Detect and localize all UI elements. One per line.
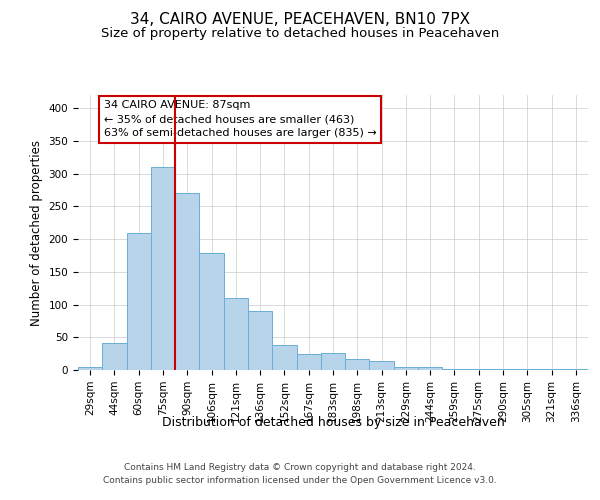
Bar — [345, 359, 370, 370]
Bar — [248, 311, 272, 370]
Bar — [199, 254, 224, 370]
Bar — [296, 354, 321, 370]
Bar — [370, 361, 394, 370]
Bar — [127, 232, 151, 370]
Bar — [102, 342, 127, 370]
Text: 34 CAIRO AVENUE: 87sqm
← 35% of detached houses are smaller (463)
63% of semi-de: 34 CAIRO AVENUE: 87sqm ← 35% of detached… — [104, 100, 376, 138]
Bar — [564, 368, 588, 370]
Text: Contains public sector information licensed under the Open Government Licence v3: Contains public sector information licen… — [103, 476, 497, 485]
Bar — [442, 368, 467, 370]
Text: Size of property relative to detached houses in Peacehaven: Size of property relative to detached ho… — [101, 28, 499, 40]
Bar — [224, 298, 248, 370]
Bar — [272, 345, 296, 370]
Text: Contains HM Land Registry data © Crown copyright and database right 2024.: Contains HM Land Registry data © Crown c… — [124, 462, 476, 471]
Bar — [78, 366, 102, 370]
Y-axis label: Number of detached properties: Number of detached properties — [30, 140, 43, 326]
Bar — [151, 167, 175, 370]
Bar — [321, 353, 345, 370]
Bar — [418, 366, 442, 370]
Bar — [394, 366, 418, 370]
Text: 34, CAIRO AVENUE, PEACEHAVEN, BN10 7PX: 34, CAIRO AVENUE, PEACEHAVEN, BN10 7PX — [130, 12, 470, 28]
Text: Distribution of detached houses by size in Peacehaven: Distribution of detached houses by size … — [161, 416, 505, 429]
Bar — [175, 193, 199, 370]
Bar — [467, 368, 491, 370]
